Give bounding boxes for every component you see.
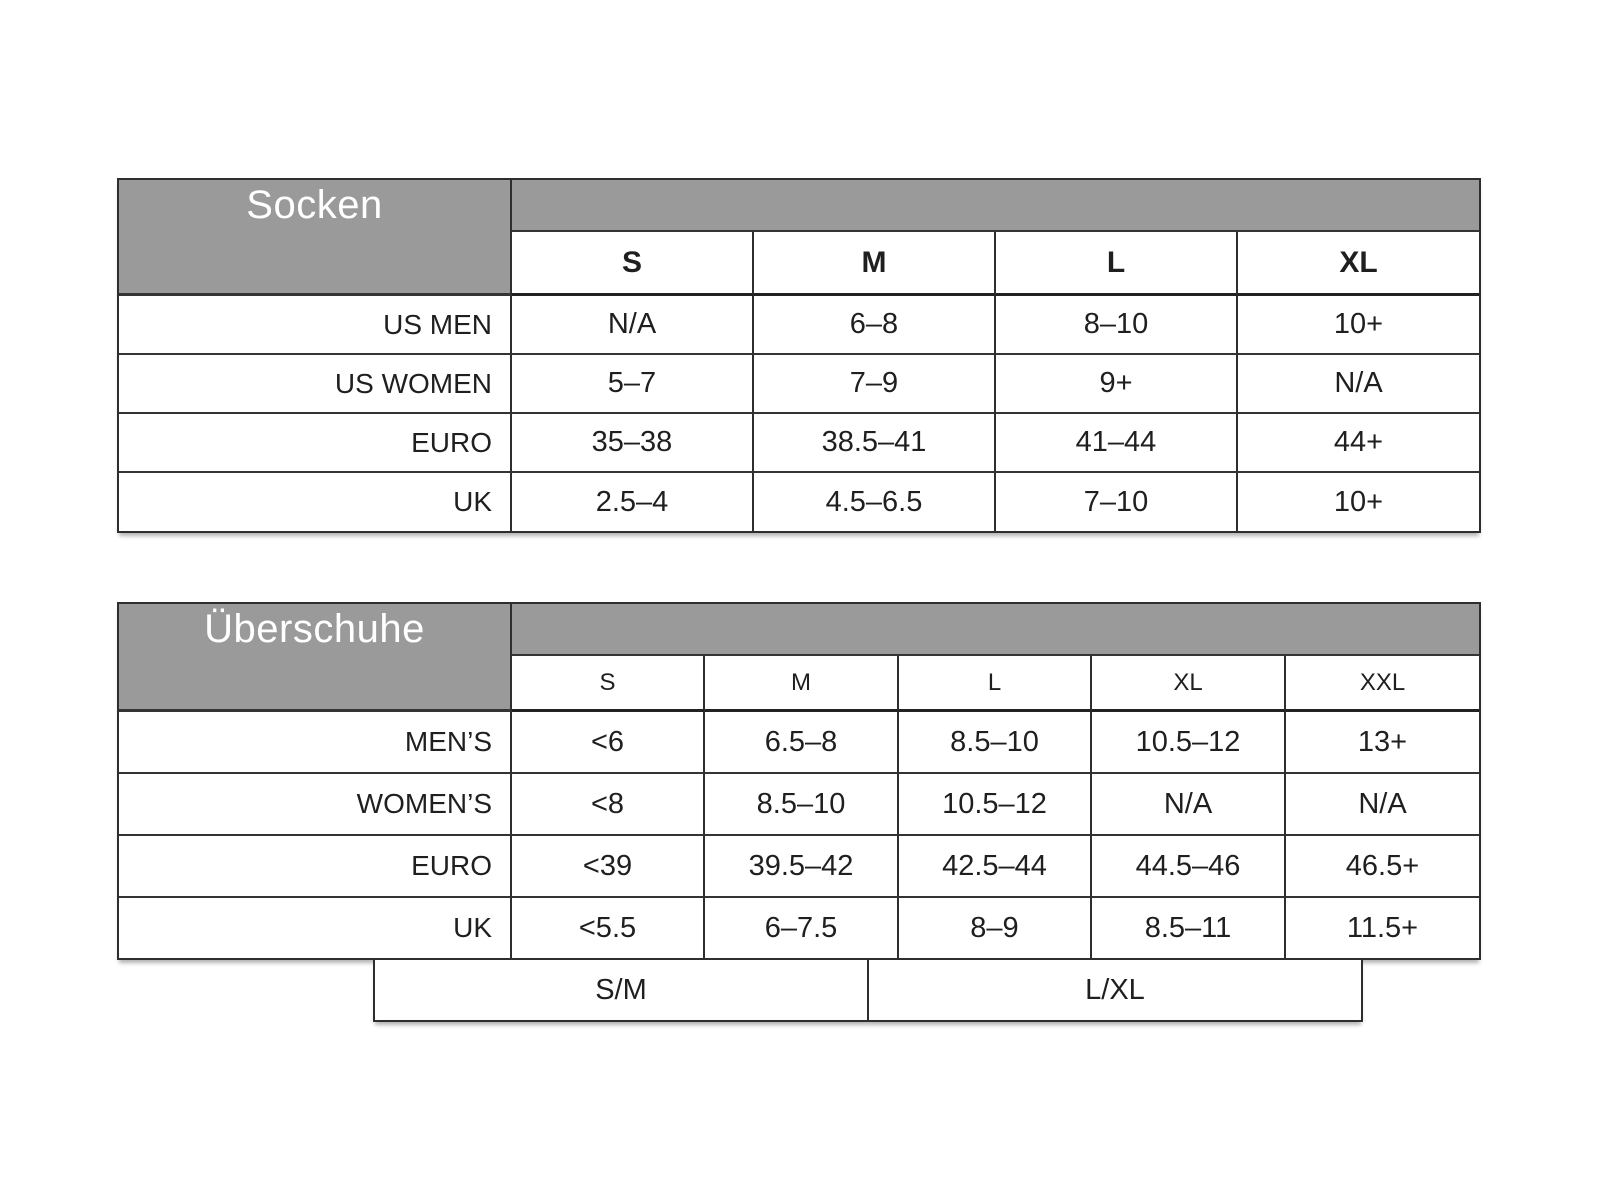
size-column-header: L — [899, 656, 1092, 712]
size-value: 10+ — [1238, 296, 1479, 355]
row-label: UK — [119, 473, 512, 531]
row-label: WOMEN’S — [119, 774, 512, 836]
ueberschuhe-title-cell: Überschuhe — [119, 604, 512, 712]
row-label: UK — [119, 898, 512, 958]
size-column-header: M — [754, 232, 996, 296]
size-value: <6 — [512, 712, 705, 774]
group-label-sm: S/M — [595, 973, 647, 1006]
size-value: N/A — [512, 296, 754, 355]
table-title: Socken — [246, 183, 383, 227]
size-value: 44+ — [1238, 414, 1479, 473]
socken-size-table: Socken S M L XL US MEN N/A 6–8 8–10 10+ … — [117, 178, 1481, 533]
row-label: US WOMEN — [119, 355, 512, 414]
table-title: Überschuhe — [204, 607, 425, 651]
header-band — [512, 604, 1479, 656]
group-label-lxl: L/XL — [867, 960, 1361, 1020]
size-value: 9+ — [996, 355, 1238, 414]
size-column-header: XL — [1092, 656, 1286, 712]
size-value: 6–8 — [754, 296, 996, 355]
size-value: 13+ — [1286, 712, 1479, 774]
size-value: 8.5–10 — [899, 712, 1092, 774]
size-value: 10+ — [1238, 473, 1479, 531]
size-value: 4.5–6.5 — [754, 473, 996, 531]
size-column-header: M — [705, 656, 899, 712]
row-label: EURO — [119, 414, 512, 473]
size-value: <39 — [512, 836, 705, 898]
size-value: 5–7 — [512, 355, 754, 414]
size-value: 8–10 — [996, 296, 1238, 355]
size-value: <5.5 — [512, 898, 705, 958]
size-value: 11.5+ — [1286, 898, 1479, 958]
size-value: N/A — [1092, 774, 1286, 836]
socken-title-cell: Socken — [119, 180, 512, 296]
size-column-header: XXL — [1286, 656, 1479, 712]
size-value: 38.5–41 — [754, 414, 996, 473]
size-column-header: S — [512, 656, 705, 712]
size-value: 7–10 — [996, 473, 1238, 531]
size-value: <8 — [512, 774, 705, 836]
size-value: 39.5–42 — [705, 836, 899, 898]
header-band — [512, 180, 1479, 232]
size-value: 8.5–11 — [1092, 898, 1286, 958]
size-value: 46.5+ — [1286, 836, 1479, 898]
size-value: 10.5–12 — [1092, 712, 1286, 774]
size-column-header: S — [512, 232, 754, 296]
size-value: 41–44 — [996, 414, 1238, 473]
size-value: 44.5–46 — [1092, 836, 1286, 898]
size-column-header: XL — [1238, 232, 1479, 296]
size-value: 7–9 — [754, 355, 996, 414]
ueberschuhe-size-table: Überschuhe S M L XL XXL MEN’S <6 6.5–8 8… — [117, 602, 1481, 960]
size-value: 8.5–10 — [705, 774, 899, 836]
size-value: 8–9 — [899, 898, 1092, 958]
size-value: 2.5–4 — [512, 473, 754, 531]
row-label: US MEN — [119, 296, 512, 355]
size-value: 6.5–8 — [705, 712, 899, 774]
size-value: 10.5–12 — [899, 774, 1092, 836]
size-value: N/A — [1286, 774, 1479, 836]
row-label: EURO — [119, 836, 512, 898]
size-value: 35–38 — [512, 414, 754, 473]
size-group-bracket: S/M L/XL — [373, 960, 1363, 1022]
size-value: 42.5–44 — [899, 836, 1092, 898]
size-value: 6–7.5 — [705, 898, 899, 958]
row-label: MEN’S — [119, 712, 512, 774]
size-column-header: L — [996, 232, 1238, 296]
size-value: N/A — [1238, 355, 1479, 414]
